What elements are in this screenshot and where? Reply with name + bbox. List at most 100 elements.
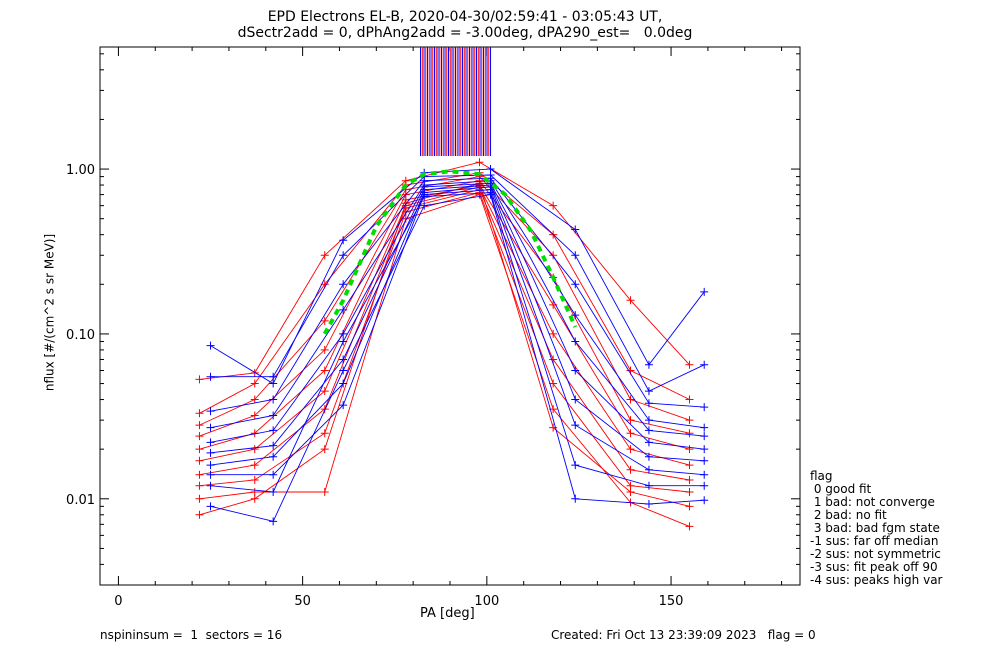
red-data-point <box>401 214 410 223</box>
blue-data-point <box>269 411 278 420</box>
blue-data-point <box>571 461 580 470</box>
blue-data-point <box>644 452 653 461</box>
red-data-point <box>250 476 259 485</box>
blue-data-point <box>644 499 653 508</box>
red-data-point <box>195 409 204 418</box>
red-data-point <box>626 445 635 454</box>
chart-title-line2: dSectr2add = 0, dPhAng2add = -3.00deg, d… <box>237 25 693 41</box>
blue-data-point <box>571 421 580 430</box>
blue-data-point <box>700 470 709 479</box>
blue-data-point <box>700 481 709 490</box>
red-data-point <box>195 445 204 454</box>
blue-series-trace <box>210 174 705 392</box>
red-data-point <box>685 416 694 425</box>
blue-data-point <box>206 438 215 447</box>
x-axis-label: PA [deg] <box>420 606 475 621</box>
blue-data-point <box>269 379 278 388</box>
blue-data-point <box>339 236 348 245</box>
legend-item-0: 0 good fit <box>810 482 872 496</box>
blue-data-point <box>269 487 278 496</box>
blue-data-point <box>269 372 278 381</box>
blue-data-point <box>269 441 278 450</box>
red-data-point <box>549 355 558 364</box>
blue-data-point <box>420 201 429 210</box>
blue-series-trace <box>210 184 705 454</box>
blue-data-point <box>700 423 709 432</box>
legend-title: flag <box>810 469 833 483</box>
red-data-point <box>250 395 259 404</box>
blue-data-point <box>269 470 278 479</box>
y-tick-label: 0.10 <box>66 328 95 343</box>
x-tick-label: 150 <box>659 594 684 609</box>
red-data-point <box>320 316 329 325</box>
red-data-point <box>549 201 558 210</box>
blue-data-point <box>571 395 580 404</box>
red-data-point <box>195 432 204 441</box>
blue-data-point <box>700 496 709 505</box>
blue-data-point <box>206 372 215 381</box>
red-data-point <box>685 429 694 438</box>
blue-data-point <box>644 399 653 408</box>
legend-item-3: 3 bad: bad fgm state <box>810 521 940 535</box>
red-data-point <box>401 199 410 208</box>
blue-data-point <box>206 423 215 432</box>
red-series-trace <box>199 184 690 450</box>
footer-right: Created: Fri Oct 13 23:39:09 2023 flag =… <box>551 628 816 642</box>
red-data-point <box>685 522 694 531</box>
blue-data-point <box>571 366 580 375</box>
red-data-point <box>320 405 329 414</box>
red-data-point <box>626 487 635 496</box>
red-data-point <box>320 445 329 454</box>
blue-data-point <box>339 379 348 388</box>
red-data-point <box>475 190 484 199</box>
red-data-point <box>320 345 329 354</box>
red-data-point <box>195 375 204 384</box>
red-data-point <box>250 379 259 388</box>
blue-data-point <box>644 465 653 474</box>
red-series-trace <box>199 161 690 380</box>
blue-data-point <box>339 305 348 314</box>
red-data-point <box>626 429 635 438</box>
blue-data-point <box>700 445 709 454</box>
legend-item-2: 2 bad: no fit <box>810 508 887 522</box>
red-data-point <box>320 251 329 260</box>
blue-data-point <box>644 426 653 435</box>
blue-series-trace <box>210 182 705 443</box>
legend-item-5: -2 sus: not symmetric <box>810 547 941 561</box>
red-series-trace <box>199 194 690 527</box>
blue-data-point <box>700 403 709 412</box>
red-data-point <box>626 465 635 474</box>
red-data-point <box>320 429 329 438</box>
chart-title-line1: EPD Electrons EL-B, 2020-04-30/02:59:41 … <box>267 9 663 25</box>
blue-data-point <box>486 190 495 199</box>
fit-curve-dashed <box>322 169 578 335</box>
blue-data-point <box>571 337 580 346</box>
red-data-point <box>195 421 204 430</box>
blue-series-trace <box>210 177 705 412</box>
red-series-trace <box>199 189 690 481</box>
blue-data-point <box>269 426 278 435</box>
red-data-point <box>250 445 259 454</box>
red-data-point <box>626 296 635 305</box>
blue-data-point <box>339 355 348 364</box>
red-data-point <box>195 456 204 465</box>
legend-item-7: -4 sus: peaks high var <box>810 573 943 587</box>
blue-series-trace <box>210 180 705 429</box>
blue-data-point <box>206 448 215 457</box>
red-data-point <box>685 445 694 454</box>
red-data-point <box>250 494 259 503</box>
blue-series-trace <box>210 168 705 385</box>
red-data-point <box>320 366 329 375</box>
blue-data-point <box>571 494 580 503</box>
blue-data-point <box>269 395 278 404</box>
blue-data-point <box>206 481 215 490</box>
y-tick-label: 0.01 <box>66 493 95 508</box>
blue-data-point <box>339 337 348 346</box>
red-data-point <box>685 476 694 485</box>
blue-data-point <box>339 366 348 375</box>
red-data-point <box>549 329 558 338</box>
red-data-point <box>685 502 694 511</box>
blue-data-point <box>339 280 348 289</box>
red-data-point <box>250 411 259 420</box>
